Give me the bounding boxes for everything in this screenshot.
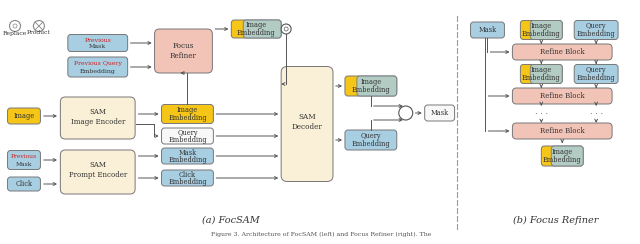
Circle shape (399, 106, 413, 120)
Text: Query: Query (177, 129, 198, 137)
Text: Refiner: Refiner (170, 52, 197, 60)
FancyBboxPatch shape (520, 20, 563, 40)
Text: Image: Image (360, 78, 381, 86)
FancyBboxPatch shape (60, 150, 135, 194)
Text: Prompt Encoder: Prompt Encoder (68, 171, 127, 179)
Text: SAM: SAM (89, 108, 106, 116)
FancyBboxPatch shape (531, 20, 563, 40)
FancyBboxPatch shape (513, 123, 612, 139)
Text: Mask: Mask (179, 149, 196, 157)
Text: Embedding: Embedding (168, 114, 207, 122)
Text: Embedding: Embedding (522, 30, 561, 38)
FancyBboxPatch shape (243, 20, 281, 38)
Text: Embedding: Embedding (577, 30, 616, 38)
Text: Embedding: Embedding (237, 29, 276, 37)
FancyBboxPatch shape (345, 76, 397, 96)
Text: Embedding: Embedding (351, 140, 390, 148)
Text: Query: Query (586, 66, 607, 74)
Text: Embedding: Embedding (577, 74, 616, 82)
FancyBboxPatch shape (574, 64, 618, 83)
FancyBboxPatch shape (281, 67, 333, 182)
Text: . . .: . . . (535, 108, 548, 116)
Text: Image: Image (177, 106, 198, 114)
FancyBboxPatch shape (154, 29, 212, 73)
FancyBboxPatch shape (531, 64, 563, 83)
FancyBboxPatch shape (574, 20, 618, 40)
Text: Refine Block: Refine Block (540, 48, 584, 56)
Text: Image Encoder: Image Encoder (70, 118, 125, 126)
Text: Embedding: Embedding (522, 74, 561, 82)
FancyBboxPatch shape (425, 105, 454, 121)
Text: Previous: Previous (11, 153, 37, 159)
Text: Figure 3. Architecture of FocSAM (left) and Focus Refiner (right). The: Figure 3. Architecture of FocSAM (left) … (211, 231, 431, 237)
FancyBboxPatch shape (470, 22, 504, 38)
FancyBboxPatch shape (161, 148, 213, 164)
Text: Query: Query (360, 132, 381, 140)
FancyBboxPatch shape (68, 57, 127, 77)
Text: Embedding: Embedding (80, 69, 116, 73)
Text: Embedding: Embedding (168, 178, 207, 186)
Text: Embedding: Embedding (543, 156, 582, 164)
Text: (b) Focus Refiner: (b) Focus Refiner (513, 215, 598, 224)
Text: Query: Query (586, 22, 607, 30)
FancyBboxPatch shape (520, 64, 563, 83)
Text: Mask: Mask (479, 26, 497, 34)
Text: Image: Image (246, 21, 267, 29)
FancyBboxPatch shape (161, 128, 213, 144)
Text: Product: Product (27, 30, 51, 35)
Text: SAM: SAM (298, 113, 316, 121)
FancyBboxPatch shape (8, 151, 40, 170)
FancyBboxPatch shape (68, 34, 127, 51)
FancyBboxPatch shape (8, 108, 40, 124)
Text: Embedding: Embedding (168, 156, 207, 164)
Circle shape (281, 24, 291, 34)
Text: Previous Query: Previous Query (74, 61, 122, 65)
Text: Image: Image (531, 22, 552, 30)
FancyBboxPatch shape (60, 97, 135, 139)
Text: Image: Image (531, 66, 552, 74)
Text: Decoder: Decoder (292, 123, 323, 131)
Text: Focus: Focus (173, 42, 194, 50)
FancyBboxPatch shape (161, 170, 213, 186)
Text: Click: Click (179, 171, 196, 179)
FancyBboxPatch shape (231, 20, 281, 38)
FancyBboxPatch shape (345, 130, 397, 150)
Text: Mask: Mask (89, 44, 106, 50)
Text: Embedding: Embedding (351, 86, 390, 94)
Text: Image: Image (13, 112, 35, 120)
Text: Refine Block: Refine Block (540, 127, 584, 135)
Text: Embedding: Embedding (168, 136, 207, 144)
Text: SAM: SAM (89, 161, 106, 169)
FancyBboxPatch shape (357, 76, 397, 96)
Text: Previous: Previous (84, 38, 111, 42)
FancyBboxPatch shape (551, 146, 583, 166)
Text: . . .: . . . (589, 108, 603, 116)
FancyBboxPatch shape (8, 177, 40, 191)
Text: Image: Image (552, 148, 573, 156)
Text: Mask: Mask (431, 109, 449, 117)
FancyBboxPatch shape (161, 104, 213, 123)
Text: (a) FocSAM: (a) FocSAM (202, 215, 260, 224)
Text: Refine Block: Refine Block (540, 92, 584, 100)
FancyBboxPatch shape (541, 146, 583, 166)
Text: Mask: Mask (16, 162, 32, 166)
FancyBboxPatch shape (513, 88, 612, 104)
Text: Replace: Replace (3, 30, 27, 35)
Text: Click: Click (15, 180, 33, 188)
FancyBboxPatch shape (513, 44, 612, 60)
